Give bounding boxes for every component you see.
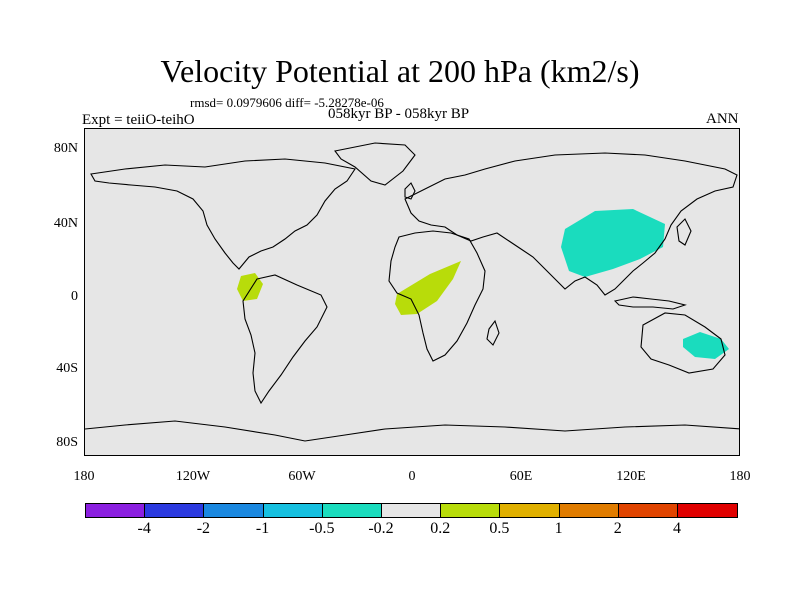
colorbar-label: 0.2: [430, 520, 451, 537]
colorbar-segment: [381, 504, 442, 517]
colorbar-label: 2: [613, 520, 622, 537]
coast-eurasia: [404, 152, 738, 296]
colorbar-label: -1: [255, 520, 270, 537]
coast-uk: [404, 182, 416, 200]
colorbar-label: 1: [554, 520, 563, 537]
coast-indonesia: [613, 296, 687, 310]
lat-label-0: 0: [71, 289, 78, 304]
lat-label-80n: 80N: [53, 141, 78, 156]
colorbar-label: 0.5: [489, 520, 510, 537]
coastlines: [85, 142, 739, 442]
lon-label-120w: 120W: [175, 469, 211, 484]
stats-line: rmsd= 0.0979606 diff= -5.28278e-06: [190, 95, 384, 110]
colorbar-label: -2: [196, 520, 211, 537]
lon-label-180w: 180: [73, 469, 95, 484]
coast-greenland: [334, 142, 416, 186]
colorbar-label: -4: [137, 520, 151, 537]
colorbar: [85, 503, 739, 518]
coast-madagascar: [486, 319, 500, 346]
coast-australia: [640, 312, 726, 374]
colorbar-label: 4: [673, 520, 681, 537]
coast-africa: [388, 230, 486, 362]
coast-north-america: [90, 158, 356, 270]
colorbar-segment: [263, 504, 323, 517]
colorbar-segment: [204, 504, 264, 517]
colorbar-segment: [559, 504, 619, 517]
lon-label-180e: 180: [729, 469, 751, 484]
anomaly-east-asia: [561, 209, 665, 277]
colorbar-segment: [618, 504, 678, 517]
lat-label-80s: 80S: [56, 435, 78, 450]
period-label: 058kyr BP - 058kyr BP: [328, 106, 470, 122]
colorbar-segment: [500, 504, 560, 517]
coast-south-america: [242, 274, 328, 405]
colorbar-segment: [145, 504, 205, 517]
lon-label-0: 0: [408, 469, 416, 484]
anomaly-central-africa: [395, 261, 461, 315]
season-label: ANN: [706, 111, 739, 127]
coast-antarctica: [85, 420, 739, 442]
plot-title: Velocity Potential at 200 hPa (km2/s): [160, 53, 640, 89]
anomaly-central-america: [237, 273, 263, 301]
experiment-label: Expt = teiiO-teihO: [82, 112, 195, 128]
colorbar-label: -0.2: [368, 520, 394, 537]
colorbar-segment: [677, 504, 738, 517]
map-panel: [84, 128, 740, 456]
anomaly-east-australia: [683, 332, 729, 359]
lon-label-120e: 120E: [616, 469, 646, 484]
lat-label-40n: 40N: [53, 216, 78, 231]
colorbar-segment: [322, 504, 382, 517]
colorbar-label: -0.5: [309, 520, 335, 537]
lon-label-60w: 60W: [288, 469, 316, 484]
coast-japan: [676, 218, 692, 246]
colorbar-segment: [441, 504, 501, 517]
lat-label-40s: 40S: [56, 361, 78, 376]
colorbar-segment: [86, 504, 146, 517]
lon-label-60e: 60E: [509, 469, 533, 484]
world-map: [85, 142, 739, 442]
